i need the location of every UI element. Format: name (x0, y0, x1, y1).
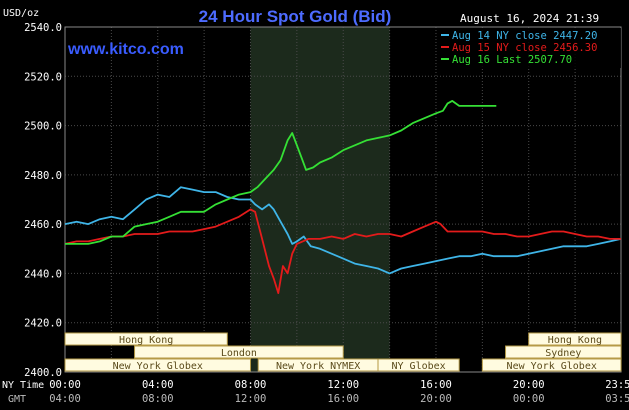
session-box (505, 345, 622, 359)
session-box (64, 332, 228, 346)
chart-title: 24 Hour Spot Gold (Bid) (199, 7, 392, 26)
y-tick-label: 2520.0 (24, 71, 62, 83)
x-tick-label-ny: 04:00 (142, 379, 174, 391)
y-tick-label: 2420.0 (24, 318, 62, 330)
session-label: New York Globex (507, 361, 597, 372)
session-label: Sydney (545, 348, 581, 359)
x-tick-label-gmt: 04:00 (49, 393, 81, 405)
legend-entry-aug14: Aug 14 NY close 2447.20 (452, 30, 597, 42)
x-tick-label-ny: 08:00 (235, 379, 267, 391)
y-tick-label: 2440.0 (24, 268, 62, 280)
y-tick-label: 2500.0 (24, 121, 62, 133)
legend: Aug 14 NY close 2447.20 Aug 15 NY close … (441, 30, 597, 66)
plot-area: 2400.0 2420.0 2440.0 2460.0 2480.0 2500.0 2520… (24, 22, 622, 379)
plot-border (64, 26, 622, 373)
x-tick-label-gmt: 12:00 (235, 393, 267, 405)
x-tick-label-ny: 00:00 (49, 379, 81, 391)
y-tick-label: 2480.0 (24, 170, 62, 182)
website-label[interactable]: www.kitco.com (67, 41, 184, 58)
y-tick-label: 2540.0 (24, 22, 62, 34)
market-hours-band (250, 27, 390, 372)
session-box (481, 358, 622, 372)
session-box (64, 358, 251, 372)
series-line-1 (64, 186, 622, 275)
session-label: New York NYMEX (276, 361, 360, 372)
x-tick-label-ny: 23:59 (605, 379, 629, 391)
session-label: New York Globex (113, 361, 203, 372)
session-label: Hong Kong (548, 335, 602, 346)
series-line-2 (64, 208, 621, 294)
ny-time-axis-title: NY Time (2, 380, 44, 391)
time-axis-ticks: 00:00 04:00 08:00 12:00 16:00 20:00 23:59 04:00… (49, 379, 629, 405)
x-tick-label-gmt: 08:00 (142, 393, 174, 405)
y-tick-label: 2460.0 (24, 219, 62, 231)
session-box (528, 332, 622, 346)
session-label: London (221, 348, 257, 359)
session-label: Hong Kong (119, 335, 173, 346)
y-tick-label: 2400.0 (24, 367, 62, 379)
session-label: NY Globex (391, 361, 445, 372)
x-tick-label-gmt: 16:00 (327, 393, 359, 405)
trading-sessions: Hong Kong London New York Globex New York N… (64, 332, 622, 372)
gmt-axis-title: GMT (8, 394, 26, 405)
legend-entry-aug16: Aug 16 Last 2507.70 (452, 54, 572, 66)
legend-entry-aug15: Aug 15 NY close 2456.30 (452, 42, 597, 54)
session-box (377, 358, 460, 372)
timestamp: August 16, 2024 21:39 (460, 12, 599, 25)
x-tick-label-gmt: 03:59 (605, 393, 629, 405)
x-tick-label-ny: 16:00 (420, 379, 452, 391)
x-tick-label-ny: 20:00 (513, 379, 545, 391)
session-box (134, 345, 344, 359)
x-tick-label-gmt: 20:00 (420, 393, 452, 405)
x-tick-label-ny: 12:00 (327, 379, 359, 391)
x-tick-label-gmt: 00:00 (513, 393, 545, 405)
unit-label: USD/oz (3, 8, 39, 19)
legend-box (437, 28, 621, 68)
series-line-3 (65, 100, 497, 245)
